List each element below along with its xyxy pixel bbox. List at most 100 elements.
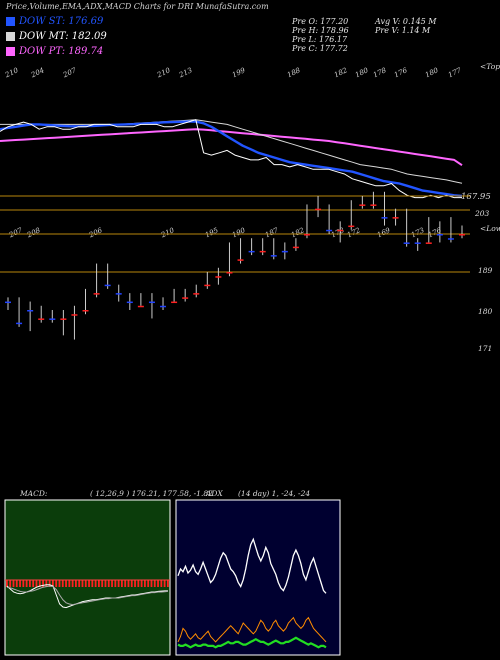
macd-histogram-bar	[45, 580, 48, 587]
macd-histogram-bar	[15, 580, 18, 587]
macd-histogram-bar	[150, 580, 153, 587]
macd-histogram-bar	[25, 580, 28, 587]
ema-line-long	[0, 128, 463, 167]
macd-histogram-bar	[98, 580, 100, 587]
candle-body	[425, 242, 432, 244]
macd-values: ( 12,26,9 ) 176.21, 177.58, -1.82	[90, 489, 213, 498]
macd-histogram-bar	[153, 580, 156, 587]
candle-body	[270, 255, 277, 257]
macd-histogram-bar	[12, 580, 15, 587]
candle-body	[292, 246, 299, 249]
candle-body	[137, 305, 144, 308]
candle-body	[104, 284, 111, 287]
candle-body	[5, 301, 11, 304]
macd-histogram-bar	[6, 580, 8, 587]
candle-body	[115, 293, 122, 295]
ema-level-label: 203	[475, 209, 490, 218]
macd-histogram-bar	[55, 580, 58, 587]
chart-title: Price,Volume,EMA,ADX,MACD Charts for DRI…	[6, 2, 269, 11]
candle-body	[93, 293, 100, 295]
macd-histogram-bar	[65, 580, 67, 587]
candle-body	[71, 314, 78, 316]
stat-avg-volume: Avg V: 0.145 M	[375, 17, 437, 26]
macd-histogram-bar	[94, 580, 97, 587]
candle-body	[348, 225, 355, 228]
macd-histogram-bar	[167, 580, 169, 587]
candle-body	[315, 208, 322, 211]
ema-line-short	[0, 120, 463, 198]
adx-line-di-minus	[177, 616, 327, 643]
macd-histogram-bar	[19, 580, 21, 587]
macd-histogram-bar	[124, 580, 127, 587]
candle-body	[182, 297, 189, 299]
candle-body	[259, 250, 266, 253]
macd-histogram-bar	[134, 580, 136, 587]
candle-body	[226, 272, 233, 274]
candle-level-high: 189	[478, 266, 493, 275]
stat-prev-open: Pre O: 177.20	[292, 17, 349, 26]
macd-histogram-bar	[140, 580, 143, 587]
macd-histogram-bar	[91, 580, 94, 587]
candle-level-low: 171	[478, 344, 493, 353]
macd-line-macd	[6, 584, 168, 609]
legend-dow-st: DOW ST: 176.69	[6, 16, 103, 27]
candle-body	[237, 259, 244, 261]
legend-swatch-pt	[6, 47, 15, 56]
candle-body	[447, 238, 454, 240]
macd-histogram-bar	[157, 580, 159, 587]
ema-line-price	[0, 119, 462, 199]
candle-body	[16, 322, 23, 325]
macd-histogram-bar	[9, 580, 12, 587]
macd-line-signal	[6, 585, 169, 606]
macd-histogram-bar	[104, 580, 107, 587]
candle-body	[126, 301, 133, 304]
candle-body	[148, 301, 155, 304]
legend-label-mt: DOW MT: 182.09	[19, 31, 107, 42]
candle-body	[60, 318, 67, 320]
stat-prev-volume: Pre V: 1.14 M	[375, 26, 431, 35]
candle-body	[248, 250, 255, 253]
macd-histogram-bar	[117, 580, 120, 587]
legend-swatch-st	[6, 17, 15, 26]
macd-histogram-bar	[38, 580, 41, 587]
macd-histogram-bar	[88, 580, 90, 587]
last-price-label: 167.95	[461, 192, 491, 202]
candle-body	[303, 234, 310, 236]
candle-body	[215, 276, 222, 278]
macd-histogram-bar	[35, 580, 38, 587]
macd-histogram-bar	[101, 580, 104, 587]
legend-dow-mt: DOW MT: 182.09	[6, 31, 107, 42]
adx-chart	[175, 499, 341, 656]
candle-level-mid: 180	[478, 307, 493, 316]
candle-body	[436, 234, 443, 236]
candle-body	[27, 310, 34, 312]
candle-body	[281, 250, 288, 253]
candle-body	[204, 284, 211, 287]
adx-line-di-plus	[177, 537, 327, 594]
macd-histogram-bar	[160, 580, 163, 587]
macd-histogram-bar	[127, 580, 130, 587]
candle-body	[82, 310, 89, 312]
candle-body	[403, 242, 410, 244]
macd-histogram-bar	[111, 580, 113, 587]
macd-histogram-bar	[75, 580, 77, 587]
stat-prev-high: Pre H: 178.96	[292, 26, 349, 35]
adx-line-adx	[177, 636, 327, 649]
ema-line-mid	[0, 119, 463, 184]
macd-chart	[4, 499, 171, 656]
candle-body	[370, 204, 377, 206]
stat-prev-close: Pre C: 177.72	[292, 44, 348, 53]
macd-histogram-bar	[78, 580, 81, 587]
macd-histogram-bar	[114, 580, 117, 587]
candle-body	[359, 204, 366, 206]
candle-body	[160, 305, 167, 308]
candle-body	[392, 217, 399, 219]
macd-histogram-bar	[68, 580, 71, 587]
candle-chart	[0, 191, 470, 340]
macd-histogram-bar	[22, 580, 25, 587]
candle-body	[38, 318, 45, 320]
ema-corner-label: <Tops	[480, 62, 500, 71]
macd-histogram-bar	[61, 580, 64, 587]
candle-body	[171, 301, 178, 304]
stat-prev-low: Pre L: 176.17	[292, 35, 348, 44]
